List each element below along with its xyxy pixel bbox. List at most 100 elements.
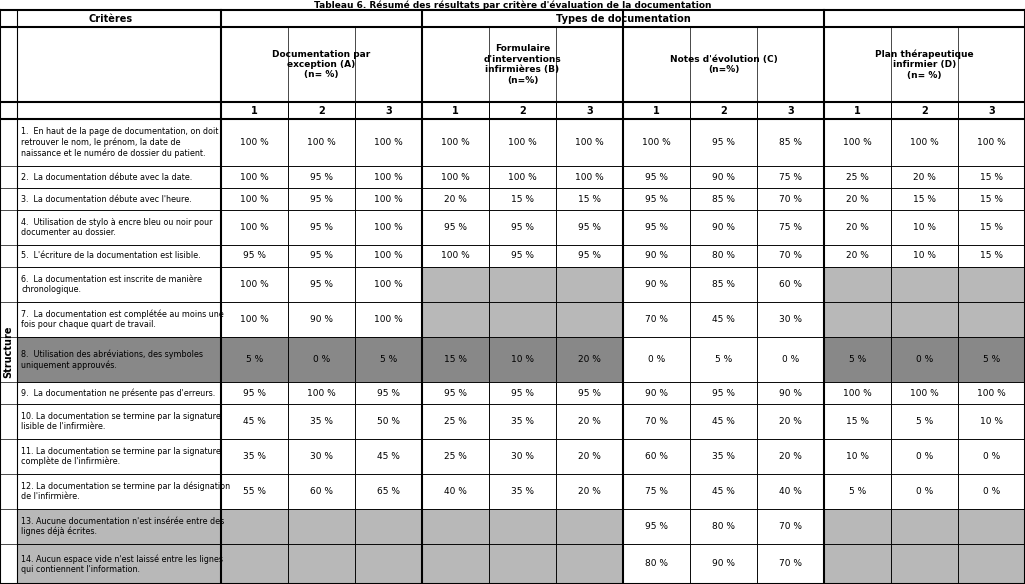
Bar: [288, 509, 355, 544]
Bar: [623, 245, 690, 267]
Bar: [17, 404, 221, 439]
Text: 3.  La documentation débute avec l'heure.: 3. La documentation débute avec l'heure.: [20, 194, 192, 203]
Text: 100 %: 100 %: [441, 172, 469, 182]
Bar: [757, 102, 824, 119]
Text: 10 %: 10 %: [846, 452, 869, 461]
Bar: [422, 210, 489, 245]
Bar: [824, 544, 891, 584]
Bar: [221, 245, 288, 267]
Text: 35 %: 35 %: [712, 452, 735, 461]
Text: 100 %: 100 %: [977, 388, 1006, 398]
Bar: [891, 404, 958, 439]
Text: 10 %: 10 %: [913, 223, 936, 232]
Bar: [221, 509, 288, 544]
Text: 2: 2: [519, 106, 526, 116]
Bar: [891, 509, 958, 544]
Text: 20 %: 20 %: [779, 417, 802, 426]
Bar: [556, 210, 623, 245]
Bar: [690, 337, 757, 382]
Bar: [824, 337, 891, 382]
Bar: [422, 544, 489, 584]
Text: 95 %: 95 %: [310, 223, 333, 232]
Bar: [556, 267, 623, 302]
Text: 45 %: 45 %: [243, 417, 265, 426]
Bar: [288, 404, 355, 439]
Text: 10 %: 10 %: [511, 355, 534, 364]
Text: 35 %: 35 %: [511, 487, 534, 496]
Bar: [690, 404, 757, 439]
Text: 1: 1: [251, 106, 258, 116]
Bar: [824, 267, 891, 302]
Text: 65 %: 65 %: [377, 487, 400, 496]
Bar: [355, 245, 422, 267]
Text: 50 %: 50 %: [377, 417, 400, 426]
Text: 95 %: 95 %: [578, 388, 601, 398]
Bar: [17, 509, 221, 544]
Text: 100 %: 100 %: [240, 223, 269, 232]
Text: 7.  La documentation est complétée au moins une
fois pour chaque quart de travai: 7. La documentation est complétée au moi…: [20, 310, 223, 329]
Bar: [824, 210, 891, 245]
Text: 2: 2: [318, 106, 325, 116]
Bar: [0, 27, 221, 102]
Text: 5 %: 5 %: [246, 355, 263, 364]
Bar: [556, 474, 623, 509]
Text: 95 %: 95 %: [511, 252, 534, 260]
Text: Tableau 6. Résumé des résultats par critère d'évaluation de la documentation: Tableau 6. Résumé des résultats par crit…: [314, 0, 711, 10]
Bar: [623, 119, 690, 166]
Bar: [556, 544, 623, 584]
Text: 100 %: 100 %: [910, 388, 939, 398]
Text: 3: 3: [385, 106, 392, 116]
Bar: [690, 509, 757, 544]
Bar: [958, 166, 1025, 188]
Bar: [556, 509, 623, 544]
Text: 60 %: 60 %: [645, 452, 668, 461]
Bar: [355, 382, 422, 404]
Bar: [355, 474, 422, 509]
Text: 60 %: 60 %: [779, 280, 802, 289]
Bar: [958, 267, 1025, 302]
Bar: [556, 337, 623, 382]
Text: 40 %: 40 %: [779, 487, 802, 496]
Bar: [422, 404, 489, 439]
Bar: [0, 102, 221, 119]
Bar: [824, 439, 891, 474]
Text: 90 %: 90 %: [779, 388, 802, 398]
Bar: [556, 119, 623, 166]
Text: 0 %: 0 %: [782, 355, 800, 364]
Bar: [355, 119, 422, 166]
Text: 100 %: 100 %: [441, 252, 469, 260]
Text: 2.  La documentation débute avec la date.: 2. La documentation débute avec la date.: [20, 172, 193, 182]
Bar: [489, 166, 556, 188]
Bar: [221, 119, 288, 166]
Text: 10. La documentation se termine par la signature
lisible de l'infirmière.: 10. La documentation se termine par la s…: [20, 412, 220, 431]
Text: 95 %: 95 %: [645, 172, 668, 182]
Bar: [221, 267, 288, 302]
Bar: [690, 544, 757, 584]
Bar: [17, 166, 221, 188]
Text: 9.  La documentation ne présente pas d'erreurs.: 9. La documentation ne présente pas d'er…: [20, 388, 215, 398]
Text: 6.  La documentation est inscrite de manière
chronologique.: 6. La documentation est inscrite de mani…: [20, 275, 202, 294]
Bar: [690, 267, 757, 302]
Text: 30 %: 30 %: [779, 315, 802, 324]
Bar: [824, 382, 891, 404]
Text: 95 %: 95 %: [243, 388, 266, 398]
Bar: [17, 245, 221, 267]
Bar: [422, 166, 489, 188]
Bar: [958, 302, 1025, 337]
Text: 70 %: 70 %: [779, 252, 802, 260]
Text: 100 %: 100 %: [575, 172, 604, 182]
Text: 4.  Utilisation de stylo à encre bleu ou noir pour
documenter au dossier.: 4. Utilisation de stylo à encre bleu ou …: [20, 218, 212, 237]
Text: 55 %: 55 %: [243, 487, 266, 496]
Bar: [422, 102, 489, 119]
Text: 0 %: 0 %: [916, 355, 933, 364]
Bar: [221, 166, 288, 188]
Bar: [891, 474, 958, 509]
Text: 90 %: 90 %: [712, 223, 735, 232]
Text: 20 %: 20 %: [846, 252, 869, 260]
Bar: [489, 119, 556, 166]
Text: 100 %: 100 %: [374, 223, 403, 232]
Bar: [891, 382, 958, 404]
Text: 5.  L'écriture de la documentation est lisible.: 5. L'écriture de la documentation est li…: [20, 252, 201, 260]
Text: 45 %: 45 %: [712, 487, 735, 496]
Bar: [824, 27, 1025, 102]
